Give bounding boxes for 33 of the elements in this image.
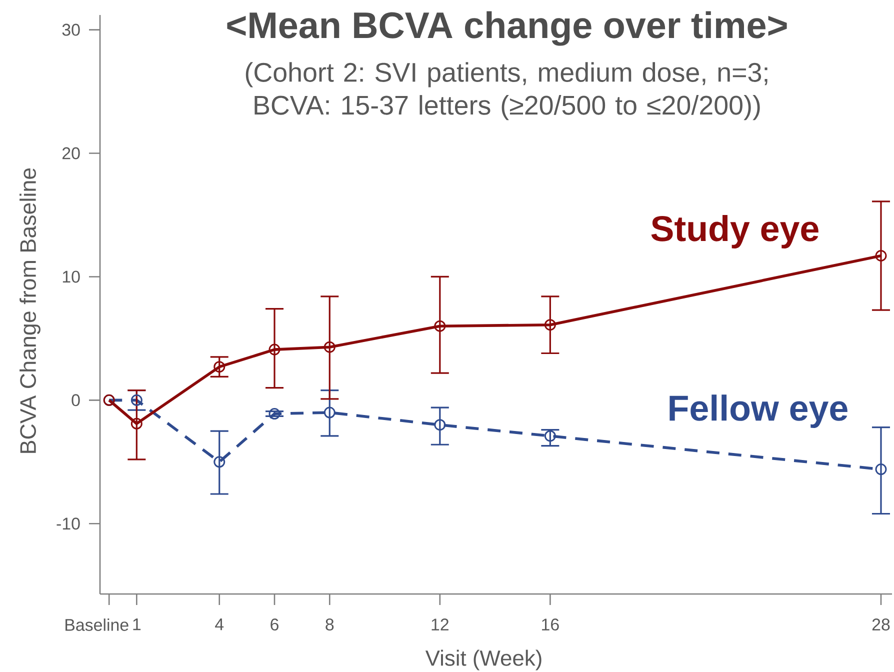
point bbox=[434, 320, 446, 332]
x-tick-label: 28 bbox=[872, 618, 890, 631]
point bbox=[875, 464, 887, 476]
point bbox=[268, 344, 280, 356]
x-tick-label: 6 bbox=[270, 618, 278, 631]
chart-title: <Mean BCVA change over time> bbox=[227, 11, 787, 46]
y-tick-label: 20 bbox=[62, 147, 80, 160]
point bbox=[544, 430, 556, 442]
point bbox=[434, 419, 446, 431]
y-tick-label: -10 bbox=[56, 518, 80, 530]
x-tick-label: 8 bbox=[326, 618, 334, 631]
y-axis-title: BCVA Change from Baseline bbox=[20, 168, 40, 453]
x-axis-title: Visit (Week) bbox=[425, 650, 542, 670]
point bbox=[875, 250, 887, 262]
x-tick-label: Baseline bbox=[66, 618, 128, 631]
x-tick-label: 4 bbox=[215, 618, 224, 630]
y-tick-label: 10 bbox=[62, 270, 80, 283]
x-tick-label: 12 bbox=[432, 618, 448, 630]
series-label: Study eye bbox=[651, 215, 818, 248]
point bbox=[130, 394, 142, 406]
point bbox=[324, 341, 336, 353]
series-label: Fellow eye bbox=[670, 394, 848, 428]
x-tick-label: 16 bbox=[542, 618, 559, 631]
point bbox=[130, 418, 142, 430]
point bbox=[324, 406, 336, 418]
point bbox=[214, 361, 226, 373]
point bbox=[544, 319, 556, 331]
point bbox=[268, 408, 280, 420]
y-tick-label: 30 bbox=[62, 24, 80, 36]
y-tick-label: 0 bbox=[72, 394, 80, 406]
point bbox=[214, 456, 226, 468]
text: (Cohort 2: SVI patients, medium dose, n=3; BCVA: 15-37 letters (≥20/500 to ≤20/200)) bbox=[246, 62, 768, 120]
x-tick-label: 1 bbox=[133, 618, 141, 630]
